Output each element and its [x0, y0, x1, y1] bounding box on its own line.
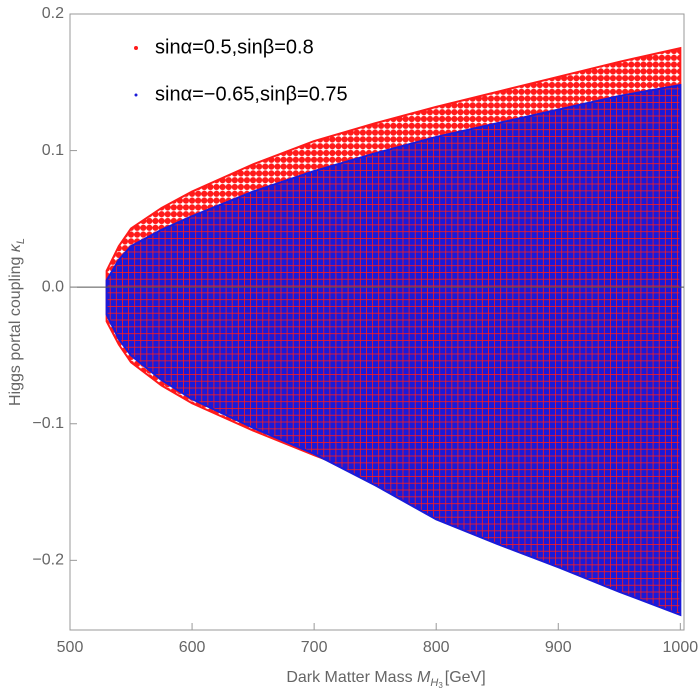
legend-marker — [134, 93, 138, 97]
y-tick-label: 0.1 — [42, 142, 64, 159]
x-axis-label: Dark Matter Mass MH3 [GeV] — [286, 669, 485, 690]
x-label-subsub: 3 — [438, 681, 443, 690]
plot-area — [105, 46, 682, 617]
y-tick-label: 0.0 — [42, 278, 64, 295]
y-label-symbol: κ — [7, 243, 24, 252]
x-label-unit: [GeV] — [445, 669, 486, 686]
x-label-symbol: M — [417, 669, 431, 686]
legend-label: sinα=0.5,sinβ=0.8 — [155, 36, 314, 58]
legend-marker — [134, 46, 138, 50]
y-tick-label: −0.2 — [32, 552, 64, 569]
x-tick-label: 700 — [301, 639, 328, 656]
x-tick-label: 1000 — [663, 639, 699, 656]
x-label-sub: H — [430, 677, 438, 689]
x-tick-label: 800 — [423, 639, 450, 656]
x-label-text: Dark Matter Mass — [286, 669, 412, 686]
y-axis-label: Higgs portal coupling κL — [7, 238, 27, 406]
legend-label: sinα=−0.65,sinβ=0.75 — [155, 83, 348, 105]
point-region — [105, 83, 682, 617]
y-label-text: Higgs portal coupling — [7, 257, 24, 406]
y-tick-label: 0.2 — [42, 5, 64, 22]
x-tick-label: 900 — [545, 639, 572, 656]
y-label-sub: L — [15, 238, 27, 244]
x-tick-label: 600 — [179, 639, 206, 656]
frame — [69, 13, 685, 631]
x-tick-label: 500 — [57, 639, 84, 656]
y-tick-label: −0.1 — [32, 415, 64, 432]
